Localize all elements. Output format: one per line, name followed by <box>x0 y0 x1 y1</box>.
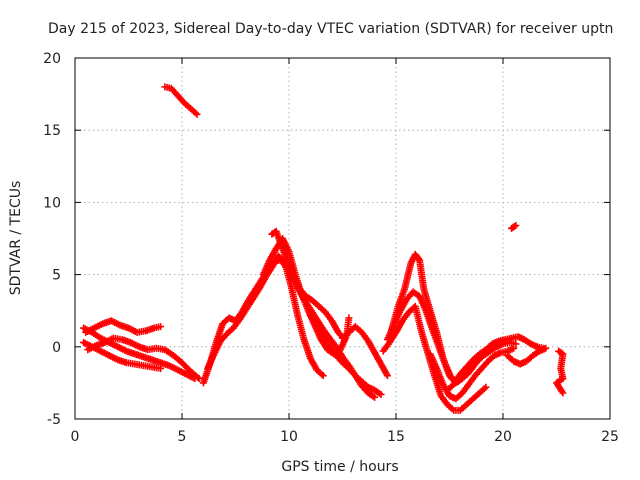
x-axis-label: GPS time / hours <box>281 459 398 475</box>
x-tick-label: 5 <box>178 429 187 445</box>
data-point <box>510 222 518 230</box>
data-point <box>383 372 391 380</box>
y-tick-label: 15 <box>43 123 61 139</box>
data-point <box>559 389 567 397</box>
data-point <box>194 373 202 381</box>
data-point <box>414 255 422 263</box>
axis-ticks: 0 5 10 15 20 25 -5 0 5 10 15 20 <box>43 51 619 445</box>
chart-title: Day 215 of 2023, Sidereal Day-to-day VTE… <box>48 21 613 37</box>
y-axis-label: SDTVAR / TECUs <box>8 181 24 296</box>
data-point <box>345 314 353 322</box>
data-point <box>377 390 385 398</box>
data-point <box>482 383 490 391</box>
y-tick-label: 10 <box>43 195 61 211</box>
data-points <box>80 83 567 414</box>
data-point <box>371 393 379 401</box>
x-tick-label: 10 <box>280 429 298 445</box>
y-tick-label: -5 <box>47 412 61 428</box>
data-point <box>510 344 518 352</box>
x-tick-label: 15 <box>387 429 405 445</box>
x-tick-label: 20 <box>494 429 512 445</box>
data-point <box>193 110 201 118</box>
y-tick-label: 0 <box>52 340 61 356</box>
data-point <box>157 364 165 372</box>
data-point <box>542 344 550 352</box>
y-tick-label: 5 <box>52 268 61 284</box>
x-tick-label: 25 <box>601 429 619 445</box>
data-point <box>512 340 520 348</box>
plot-frame <box>74 57 611 420</box>
grid-lines <box>75 58 610 419</box>
data-point <box>512 222 520 230</box>
x-tick-label: 0 <box>71 429 80 445</box>
y-tick-label: 20 <box>43 51 61 67</box>
data-point <box>157 323 165 331</box>
data-point <box>319 372 327 380</box>
